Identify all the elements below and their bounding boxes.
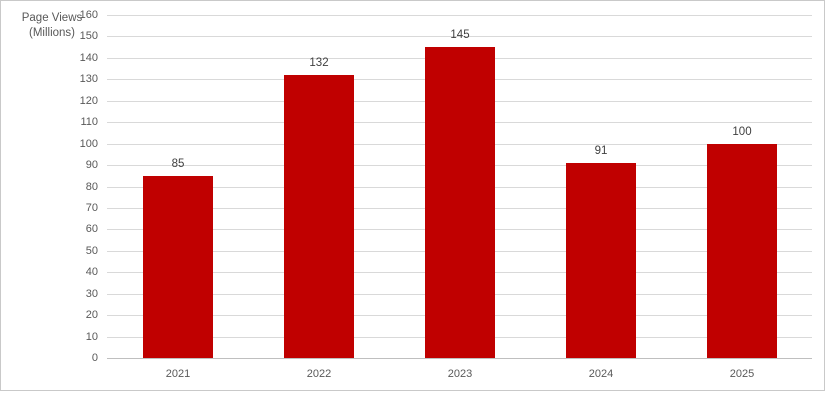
y-tick-label: 0 <box>91 352 98 364</box>
y-tick-label: 70 <box>85 202 98 214</box>
x-tick-label-2022: 2022 <box>306 368 332 380</box>
data-label-2023: 145 <box>450 29 470 41</box>
bar-2025 <box>707 144 777 358</box>
y-tick-label: 110 <box>80 116 98 128</box>
y-tick-label: 40 <box>85 266 98 278</box>
y-gridline <box>107 36 812 37</box>
data-label-2024: 91 <box>594 145 608 157</box>
bar-2023 <box>425 47 495 358</box>
bar-2024 <box>566 163 636 358</box>
x-tick-label-2023: 2023 <box>447 368 473 380</box>
y-tick-label: 140 <box>79 52 98 64</box>
x-tick-label-2021: 2021 <box>165 368 191 380</box>
x-tick-label-2024: 2024 <box>588 368 614 380</box>
y-tick-label: 100 <box>79 138 98 150</box>
y-axis-title-line-2: (Millions) <box>29 27 75 39</box>
data-label-2025: 100 <box>732 126 752 138</box>
y-tick-label: 130 <box>79 73 98 85</box>
y-tick-label: 60 <box>85 223 98 235</box>
y-tick-label: 120 <box>79 95 98 107</box>
y-axis-title-line-1: Page Views <box>21 12 83 24</box>
y-tick-label: 10 <box>85 331 98 343</box>
data-label-2021: 85 <box>171 158 185 170</box>
y-tick-label: 160 <box>79 9 98 21</box>
bar-2022 <box>284 75 354 358</box>
y-axis-title: Page Views (Millions) <box>5 11 99 41</box>
x-tick-label-2025: 2025 <box>729 368 755 380</box>
y-tick-label: 50 <box>85 245 98 257</box>
y-tick-label: 20 <box>85 309 98 321</box>
y-tick-label: 30 <box>85 288 98 300</box>
y-tick-label: 150 <box>79 30 98 42</box>
chart-frame <box>0 0 825 391</box>
y-tick-label: 90 <box>85 159 98 171</box>
y-gridline <box>107 15 812 16</box>
data-label-2022: 132 <box>309 57 329 69</box>
x-axis-line <box>107 358 812 359</box>
y-tick-label: 80 <box>85 181 98 193</box>
bar-2021 <box>143 176 213 358</box>
